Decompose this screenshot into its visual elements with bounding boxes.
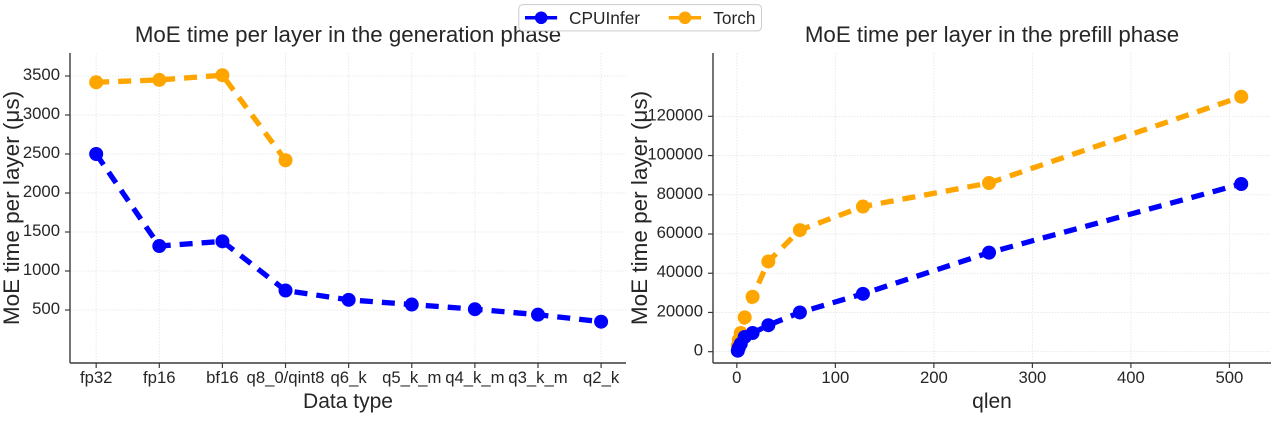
svg-text:120000: 120000 [647,105,703,124]
svg-text:bf16: bf16 [206,368,238,387]
svg-text:500: 500 [1216,368,1244,387]
svg-text:q4_k_m: q4_k_m [445,368,504,387]
svg-text:fp32: fp32 [80,368,112,387]
svg-text:CPUInfer: CPUInfer [569,8,640,28]
svg-text:qlen: qlen [972,390,1012,413]
svg-text:MoE time per layer (μs): MoE time per layer (μs) [0,91,24,325]
svg-text:40000: 40000 [657,262,703,281]
svg-text:q3_k_m: q3_k_m [508,368,567,387]
svg-text:2000: 2000 [23,182,60,201]
svg-text:1000: 1000 [23,260,60,279]
svg-text:80000: 80000 [657,184,703,203]
svg-text:100000: 100000 [647,145,703,164]
svg-text:MoE time per layer in the gene: MoE time per layer in the generation pha… [135,22,561,47]
svg-text:3000: 3000 [23,104,60,123]
svg-text:300: 300 [1018,368,1046,387]
svg-text:Data type: Data type [303,390,393,413]
svg-text:0: 0 [732,368,741,387]
svg-text:q8_0/qint8: q8_0/qint8 [247,368,325,387]
svg-text:0: 0 [694,341,703,360]
svg-text:MoE time per layer in the pref: MoE time per layer in the prefill phase [805,22,1179,47]
svg-text:500: 500 [32,299,60,318]
svg-text:1500: 1500 [23,221,60,240]
svg-text:100: 100 [821,368,849,387]
svg-text:q6_k: q6_k [331,368,368,387]
svg-text:3500: 3500 [23,65,60,84]
svg-text:200: 200 [920,368,948,387]
svg-text:2500: 2500 [23,143,60,162]
svg-text:MoE time per layer (μs): MoE time per layer (μs) [627,91,652,325]
svg-text:q2_k: q2_k [583,368,620,387]
svg-text:400: 400 [1117,368,1145,387]
svg-text:q5_k_m: q5_k_m [382,368,441,387]
svg-text:Torch: Torch [713,8,755,28]
svg-text:20000: 20000 [657,301,703,320]
svg-text:fp16: fp16 [143,368,175,387]
svg-text:60000: 60000 [657,223,703,242]
